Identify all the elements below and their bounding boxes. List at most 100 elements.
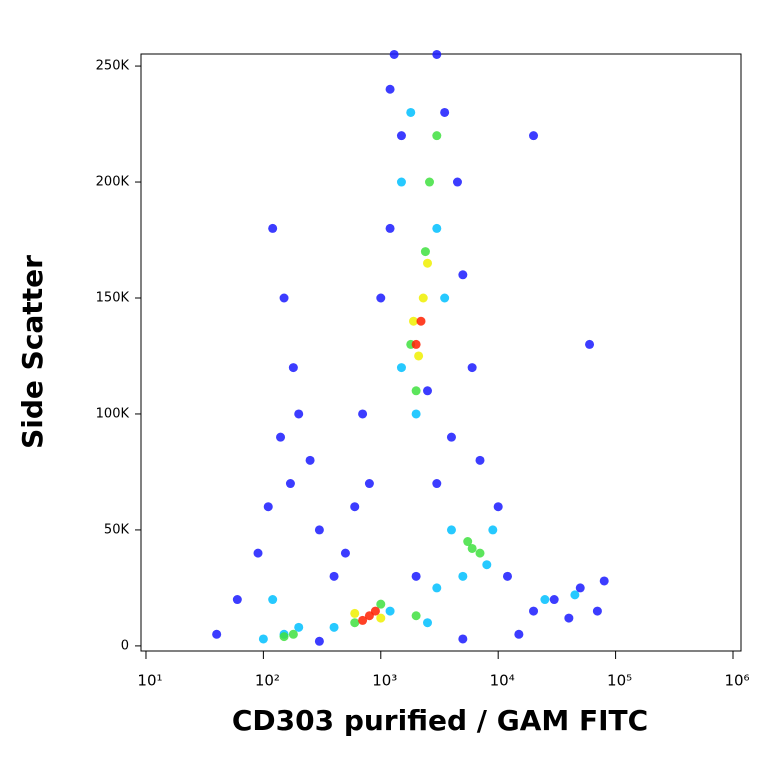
point [549,595,559,605]
point [467,363,477,373]
point [285,479,295,489]
point [358,615,368,625]
point [350,608,360,618]
point [411,409,421,419]
point [440,293,450,303]
point [385,606,395,616]
y-tick-label: 0 [121,638,129,653]
point [376,599,386,609]
point [411,386,421,396]
point [276,432,286,442]
x-tick-label: 10⁴ [490,672,515,690]
point [396,177,406,187]
point [288,629,298,639]
x-tick-label: 10⁵ [607,672,632,690]
y-axis-title: Side Scatter [16,255,49,449]
y-tick-label: 50K [104,522,130,537]
y-tick-label: 200K [96,175,130,190]
point [423,386,433,396]
point [458,270,468,280]
y-tick-label: 250K [96,59,130,74]
plot-frame [140,53,742,652]
point [411,571,421,581]
point [268,223,278,233]
point [253,548,263,558]
point [376,613,386,623]
point [350,502,360,512]
point [358,409,368,419]
point [493,502,503,512]
point [570,590,580,600]
point [446,525,456,535]
point [350,618,360,628]
point [432,49,442,59]
point [488,525,498,535]
point [475,548,485,558]
point [440,107,450,117]
point [540,595,550,605]
point [475,455,485,465]
point [416,316,426,326]
point [389,49,399,59]
x-axis-title: CD303 purified / GAM FITC [232,704,648,737]
point [502,571,512,581]
point [294,622,304,632]
point [212,629,222,639]
point [340,548,350,558]
point [482,560,492,570]
x-tick-label: 10² [255,672,280,690]
point [514,629,524,639]
point [411,611,421,621]
point [329,622,339,632]
point [418,293,428,303]
point [305,455,315,465]
point [406,107,416,117]
point [314,525,324,535]
point [432,479,442,489]
x-tick-label: 10⁶ [724,672,749,690]
point [409,316,419,326]
point [463,537,473,547]
point [279,293,289,303]
point [432,131,442,141]
x-tick-label: 10¹ [137,672,162,690]
point [329,571,339,581]
point [396,131,406,141]
point [458,571,468,581]
y-tick-label: 150K [96,290,130,305]
point [364,479,374,489]
point [564,613,574,623]
point [420,247,430,257]
point [376,293,386,303]
point [263,502,273,512]
point [294,409,304,419]
point [458,634,468,644]
point [288,363,298,373]
point [279,632,289,642]
y-tick-label: 100K [96,406,130,421]
point [423,618,433,628]
point [258,634,268,644]
point [432,223,442,233]
point [467,543,477,553]
point [585,339,595,349]
point [575,583,585,593]
point [452,177,462,187]
point [370,606,380,616]
point [396,363,406,373]
point [268,595,278,605]
point [529,606,539,616]
point [385,223,395,233]
point [599,576,609,586]
point [414,351,424,361]
point [232,595,242,605]
point [314,636,324,646]
point [446,432,456,442]
point [425,177,435,187]
point [592,606,602,616]
point [385,84,395,94]
point [423,258,433,268]
point [411,339,421,349]
point [529,131,539,141]
